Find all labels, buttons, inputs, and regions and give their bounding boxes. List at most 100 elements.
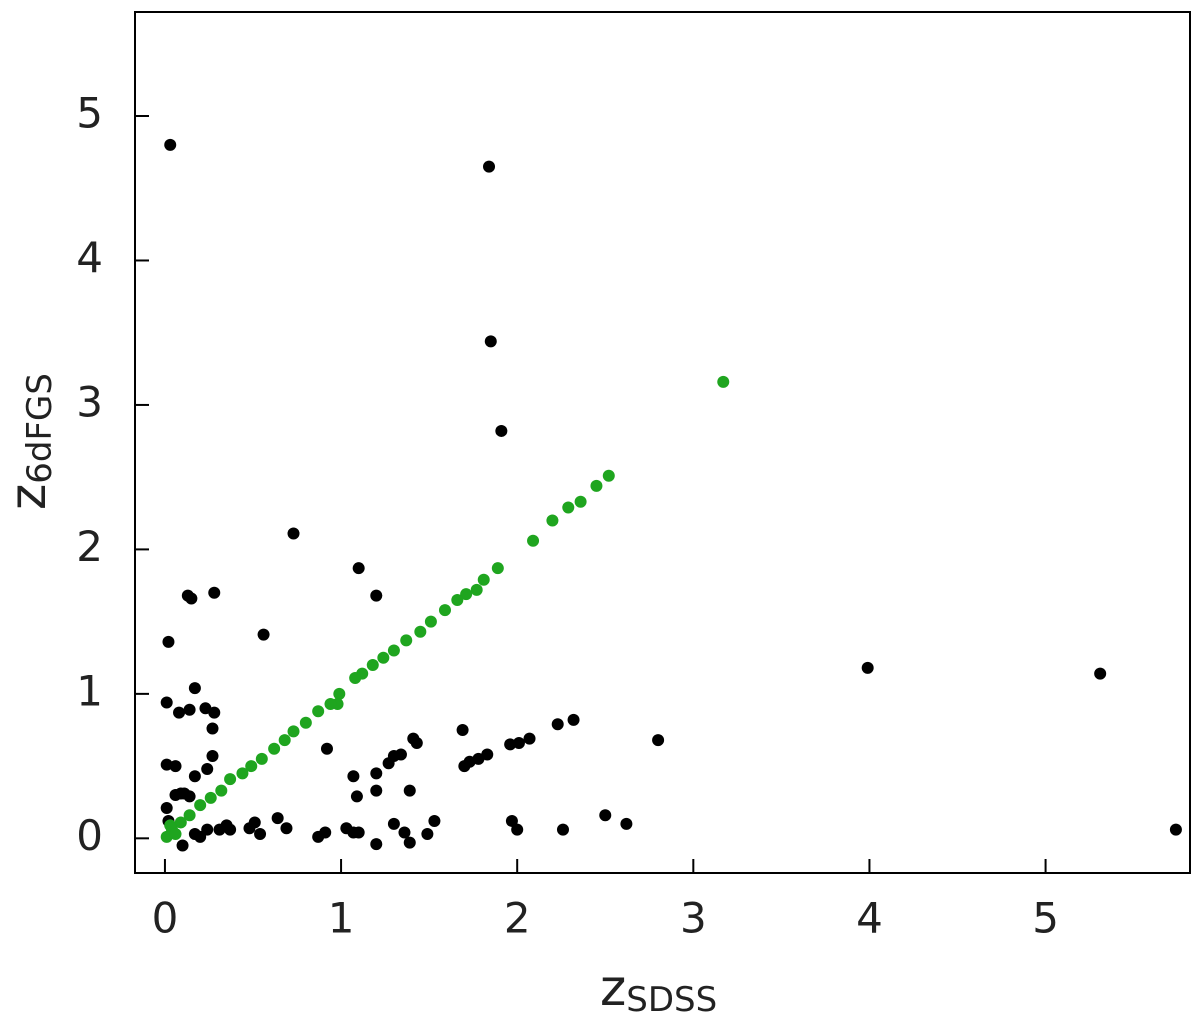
- point: [349, 671, 362, 684]
- point: [370, 838, 383, 851]
- point: [567, 713, 580, 726]
- point: [861, 661, 874, 674]
- point: [602, 469, 615, 482]
- point: [188, 770, 201, 783]
- point: [484, 335, 497, 348]
- y-axis-label: z6dFGS: [0, 373, 60, 510]
- point: [287, 725, 300, 738]
- point: [590, 479, 603, 492]
- x-tick-label: 1: [328, 894, 355, 943]
- point: [204, 791, 217, 804]
- x-axis-label: zSDSS: [600, 959, 717, 1016]
- point: [188, 682, 201, 695]
- point: [183, 790, 196, 803]
- point: [523, 732, 536, 745]
- point: [370, 589, 383, 602]
- x-tick-label: 0: [152, 894, 179, 943]
- point: [414, 625, 427, 638]
- point: [208, 586, 221, 599]
- y-tick-label: 4: [76, 233, 103, 282]
- point: [1169, 823, 1182, 836]
- point: [460, 588, 473, 601]
- point: [206, 749, 219, 762]
- point: [268, 742, 281, 755]
- point: [652, 734, 665, 747]
- point: [164, 819, 177, 832]
- point: [324, 697, 337, 710]
- point: [206, 722, 219, 735]
- point: [387, 817, 400, 830]
- point: [299, 716, 312, 729]
- x-tick-label: 4: [856, 894, 883, 943]
- x-tick-label: 3: [680, 894, 707, 943]
- point: [599, 809, 612, 822]
- point: [160, 801, 173, 814]
- point: [495, 424, 508, 437]
- point: [574, 495, 587, 508]
- y-tick-label: 2: [76, 522, 103, 571]
- point: [183, 809, 196, 822]
- point: [160, 758, 173, 771]
- point: [160, 696, 173, 709]
- point: [483, 160, 496, 173]
- point: [370, 767, 383, 780]
- point: [254, 827, 267, 840]
- point: [1094, 667, 1107, 680]
- point: [255, 752, 268, 765]
- point: [456, 723, 469, 736]
- x-tick-label: 5: [1032, 894, 1059, 943]
- point: [257, 628, 270, 641]
- y-tick-label: 0: [76, 811, 103, 860]
- point: [213, 823, 226, 836]
- y-tick-label: 5: [76, 89, 103, 138]
- point: [188, 827, 201, 840]
- point: [491, 562, 504, 575]
- point: [350, 790, 363, 803]
- point: [347, 770, 360, 783]
- point: [201, 762, 214, 775]
- point: [333, 687, 346, 700]
- point: [551, 718, 564, 731]
- point: [352, 562, 365, 575]
- point: [162, 635, 175, 648]
- point: [428, 814, 441, 827]
- x-axis-label-sub: SDSS: [626, 980, 717, 1016]
- point: [504, 738, 517, 751]
- point: [312, 705, 325, 718]
- point: [278, 734, 291, 747]
- point: [224, 773, 237, 786]
- point: [546, 514, 559, 527]
- point: [176, 839, 189, 852]
- point: [164, 138, 177, 151]
- point: [245, 760, 258, 773]
- point: [173, 706, 186, 719]
- point: [271, 812, 284, 825]
- y-tick-label: 3: [76, 377, 103, 426]
- point: [403, 836, 416, 849]
- point: [287, 527, 300, 540]
- point: [620, 817, 633, 830]
- point: [215, 784, 228, 797]
- point: [398, 826, 411, 839]
- point: [169, 760, 182, 773]
- point: [236, 767, 249, 780]
- point: [319, 826, 332, 839]
- plot-frame: [134, 11, 1191, 874]
- x-axis-label-main: z: [600, 959, 626, 1016]
- point: [208, 706, 221, 719]
- point: [511, 823, 524, 836]
- point: [185, 592, 198, 605]
- point: [366, 658, 379, 671]
- y-tick-label: 1: [76, 666, 103, 715]
- point: [477, 573, 490, 586]
- point: [382, 757, 395, 770]
- point: [403, 784, 416, 797]
- point: [512, 736, 525, 749]
- point: [183, 703, 196, 716]
- point: [556, 823, 569, 836]
- point: [224, 823, 237, 836]
- point: [243, 822, 256, 835]
- point: [169, 827, 182, 840]
- point: [410, 736, 423, 749]
- point: [370, 784, 383, 797]
